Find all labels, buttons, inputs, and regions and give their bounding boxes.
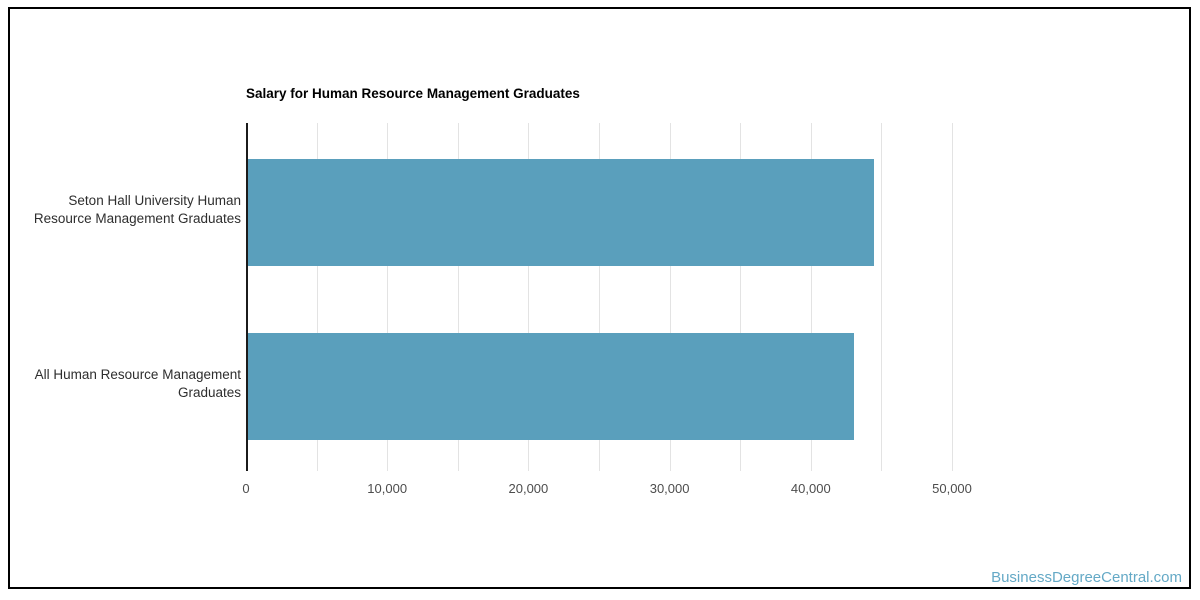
x-tick-label: 10,000 [367,481,408,496]
gridline [528,123,530,471]
gridline [316,123,318,471]
gridline [457,123,459,471]
gridline [881,123,883,471]
category-label-1: All Human Resource Management Graduates [34,367,241,400]
x-tick-label: 20,000 [508,481,549,496]
x-tick-label: 30,000 [649,481,690,496]
x-tick-label: 0 [242,481,250,496]
gridline [810,123,812,471]
gridline [740,123,742,471]
chart-border-frame [8,7,1191,589]
watermark-link[interactable]: BusinessDegreeCentral.com [991,569,1182,586]
gridline [952,123,953,471]
x-axis-tick-labels: 0 10,000 20,000 30,000 40,000 50,000 [242,481,1060,501]
gridline [669,123,671,471]
bar-0 [248,158,874,266]
chart-title: Salary for Human Resource Management Gra… [246,86,580,101]
x-tick-label: 50,000 [932,481,972,496]
x-tick-label: 40,000 [790,481,831,496]
gridline [387,123,389,471]
gridline [599,123,600,471]
plot-area: Seton Hall University Human Resource Man… [34,123,1060,471]
category-label-0: Seton Hall University Human Resource Man… [33,193,241,226]
x-axis-baseline [246,123,248,471]
bar-1 [248,332,854,440]
